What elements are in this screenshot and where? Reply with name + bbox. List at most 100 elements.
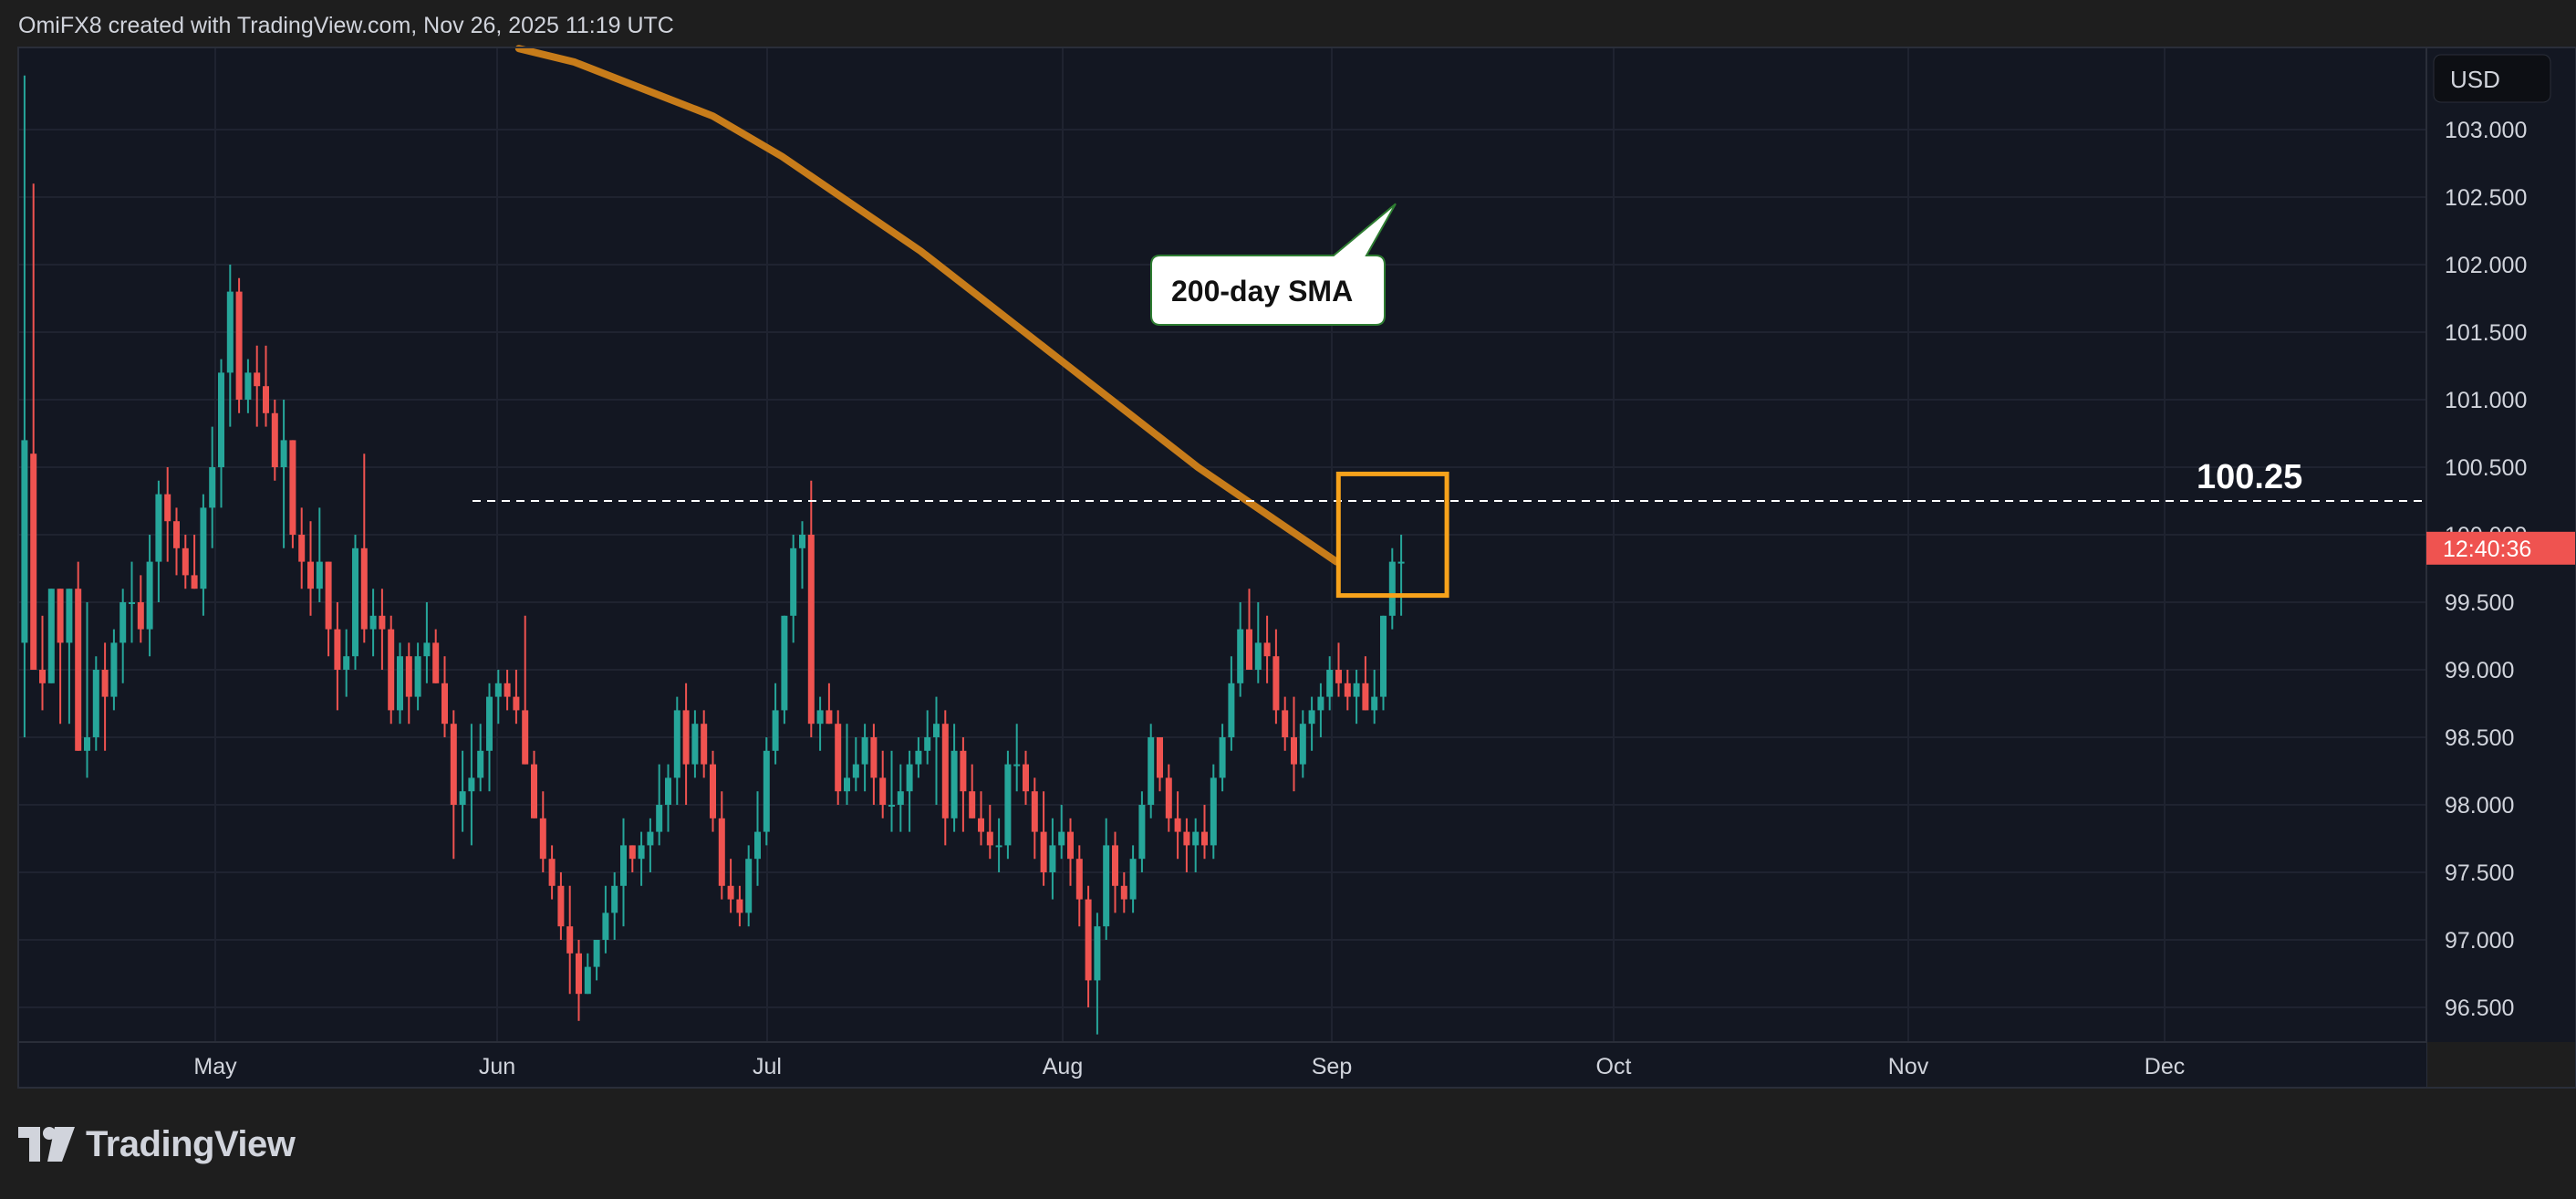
candle — [316, 507, 323, 602]
candle — [298, 507, 306, 589]
candle-body — [576, 953, 582, 995]
candle — [745, 845, 753, 927]
candle — [173, 507, 180, 576]
candle — [710, 750, 716, 832]
candle — [969, 764, 976, 818]
candle — [1344, 670, 1351, 711]
price-tick-label: 101.500 — [2445, 320, 2527, 346]
candle-body — [432, 642, 440, 683]
candle-body — [557, 885, 565, 927]
candle — [1157, 737, 1163, 792]
candle — [522, 615, 529, 765]
candle — [576, 940, 582, 1021]
candle — [423, 602, 431, 683]
candle-body — [1183, 831, 1190, 846]
candle-body — [772, 710, 779, 751]
candle — [1210, 764, 1217, 860]
tradingview-logo[interactable]: TradingView — [18, 1122, 296, 1166]
candle-body — [522, 710, 529, 765]
candle — [799, 521, 805, 589]
candle-body — [1023, 764, 1029, 792]
currency-button[interactable]: USD — [2433, 54, 2551, 103]
candle — [1246, 589, 1252, 670]
candle — [1183, 818, 1190, 872]
candle-body — [915, 750, 922, 765]
candle — [334, 602, 341, 711]
candle-body — [66, 589, 73, 643]
time-label: Sep — [1312, 1054, 1352, 1079]
candle-body — [235, 291, 243, 400]
candle-body — [450, 724, 457, 805]
candle — [1174, 791, 1181, 860]
candle-body — [1148, 737, 1155, 805]
candle — [477, 724, 484, 792]
candle-body — [316, 561, 323, 589]
candle-body — [1397, 561, 1405, 564]
candle — [1023, 750, 1029, 805]
time-label: Aug — [1043, 1054, 1083, 1079]
candle-body — [835, 724, 842, 792]
candle — [888, 750, 895, 832]
candle-body — [924, 737, 931, 751]
candle-body — [110, 642, 118, 697]
callout-box — [1150, 203, 1397, 326]
candle — [57, 589, 64, 725]
candle — [682, 683, 690, 805]
candle-body — [369, 615, 377, 630]
candle-body — [790, 547, 797, 616]
candle-body — [531, 764, 537, 818]
candle — [1254, 602, 1262, 683]
candle-body — [1362, 683, 1369, 711]
candle — [701, 710, 708, 778]
candle-body — [486, 696, 493, 751]
candle-body — [1263, 642, 1271, 657]
candle — [1148, 724, 1155, 818]
time-label: May — [193, 1054, 237, 1079]
candle — [191, 535, 198, 589]
candle-body — [628, 845, 636, 860]
candle-body — [1112, 845, 1118, 886]
candle — [1067, 818, 1074, 886]
candle-body — [1013, 764, 1021, 766]
candle-body — [1157, 737, 1163, 778]
candle-body — [200, 507, 207, 589]
price-tick-label: 101.000 — [2445, 388, 2527, 413]
candle-body — [343, 656, 350, 670]
candle-body — [960, 750, 967, 792]
candle-body — [745, 859, 753, 913]
candle — [307, 521, 314, 616]
candle — [1094, 912, 1101, 1035]
candle-body — [226, 291, 234, 373]
price-ticks: 103.000 102.500 102.000 101.500 101.000 100.5… — [2445, 118, 2527, 1021]
candle-body — [611, 885, 618, 913]
candle — [1112, 831, 1118, 913]
candle — [343, 629, 350, 697]
candle-body — [254, 372, 261, 387]
candle-body — [566, 926, 574, 954]
candle — [852, 737, 859, 792]
candle-body — [494, 683, 502, 697]
time-labels: May Jun Jul Aug Sep Oct Nov Dec — [193, 1054, 2185, 1079]
candle — [182, 535, 189, 589]
candle-body — [129, 602, 135, 604]
candle — [933, 696, 940, 805]
candle-body — [360, 547, 368, 630]
candle — [280, 400, 287, 548]
candle-body — [352, 547, 358, 657]
candle-body — [754, 831, 761, 860]
candle — [235, 277, 243, 413]
candle-body — [30, 454, 37, 670]
candle — [718, 791, 725, 900]
candle-body — [602, 912, 609, 940]
candle — [84, 602, 90, 778]
candle — [450, 710, 457, 860]
candle — [289, 440, 296, 548]
candle — [986, 805, 993, 860]
candle-body — [271, 412, 278, 467]
candle-body — [1201, 831, 1208, 846]
candle — [906, 750, 913, 832]
candle — [763, 737, 770, 846]
candle — [647, 818, 654, 872]
candle-body — [1165, 777, 1172, 818]
